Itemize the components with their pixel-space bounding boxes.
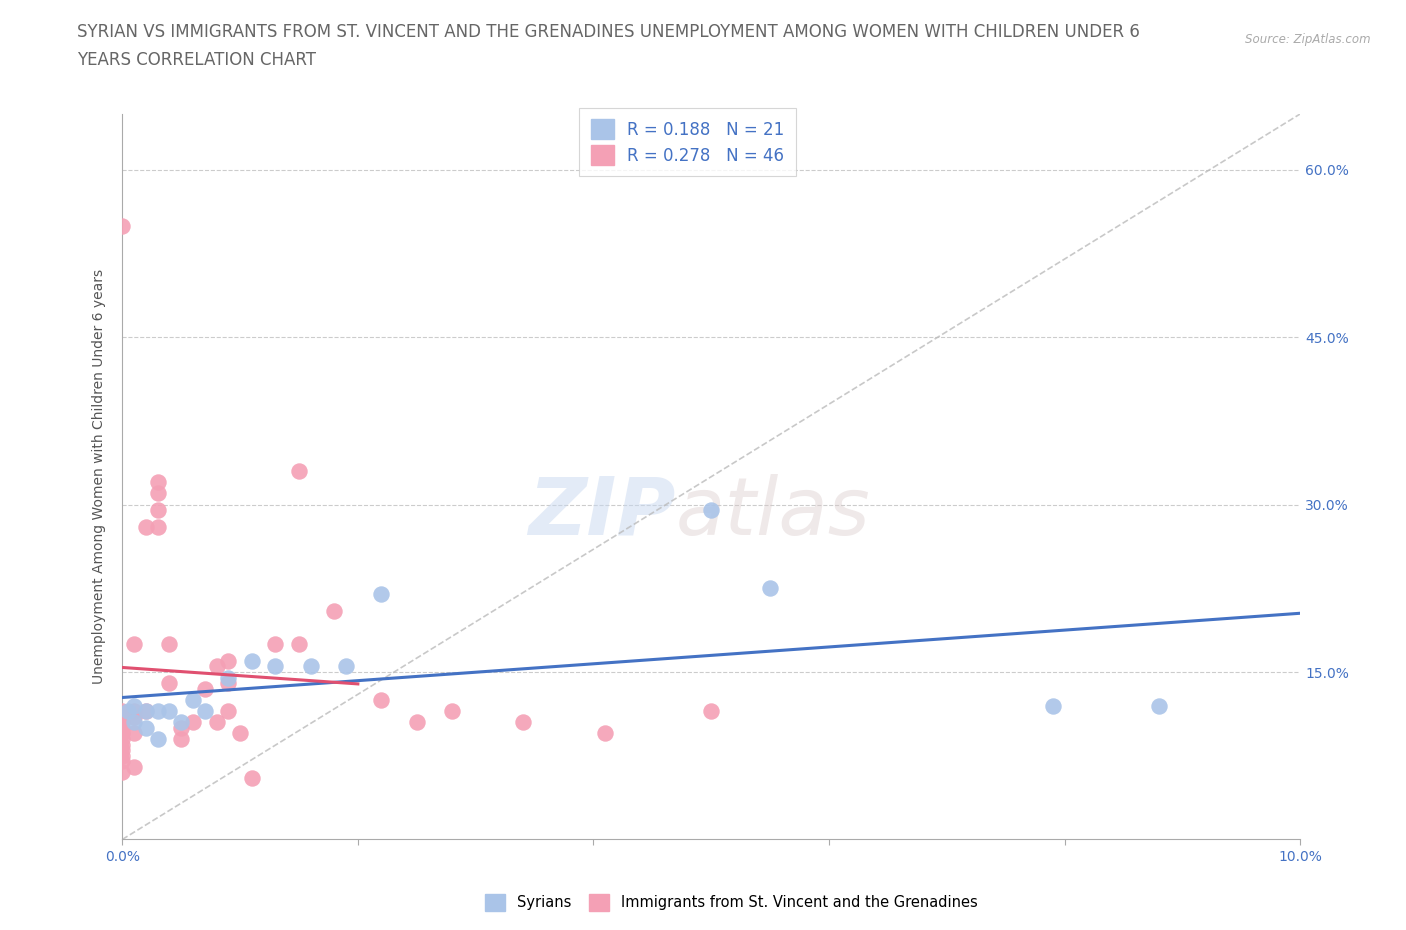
Point <box>111 765 134 780</box>
Point <box>405 715 427 730</box>
Point <box>240 654 263 669</box>
Point <box>111 726 134 741</box>
Point <box>146 503 169 518</box>
Point <box>135 721 157 736</box>
Point <box>117 704 139 719</box>
Point <box>111 737 134 752</box>
Point <box>146 704 169 719</box>
Text: atlas: atlas <box>676 474 870 552</box>
Text: Source: ZipAtlas.com: Source: ZipAtlas.com <box>1246 33 1371 46</box>
Point <box>111 732 134 747</box>
Point <box>157 637 180 652</box>
Point <box>217 704 239 719</box>
Point <box>299 659 322 674</box>
Point <box>111 710 134 724</box>
Point <box>323 604 346 618</box>
Point <box>441 704 464 719</box>
Point <box>122 715 145 730</box>
Legend: Syrians, Immigrants from St. Vincent and the Grenadines: Syrians, Immigrants from St. Vincent and… <box>478 886 984 918</box>
Point <box>205 715 228 730</box>
Point <box>122 698 145 713</box>
Point <box>170 721 193 736</box>
Point <box>111 704 134 719</box>
Point <box>135 704 157 719</box>
Point <box>111 219 134 233</box>
Point <box>194 682 217 697</box>
Point <box>512 715 534 730</box>
Text: YEARS CORRELATION CHART: YEARS CORRELATION CHART <box>77 51 316 69</box>
Point <box>122 710 145 724</box>
Point <box>217 671 239 685</box>
Point <box>111 721 134 736</box>
Point <box>146 475 169 490</box>
Point <box>111 715 134 730</box>
Point <box>759 581 782 596</box>
Point <box>593 726 616 741</box>
Point <box>217 654 239 669</box>
Point <box>111 743 134 758</box>
Point <box>135 520 157 535</box>
Point <box>111 754 134 769</box>
Point <box>700 704 723 719</box>
Point <box>240 771 263 786</box>
Point <box>1147 698 1170 713</box>
Point <box>146 486 169 501</box>
Point <box>135 704 157 719</box>
Text: ZIP: ZIP <box>529 474 676 552</box>
Point <box>157 704 180 719</box>
Point <box>205 659 228 674</box>
Point <box>181 693 204 708</box>
Point <box>264 637 287 652</box>
Point <box>335 659 357 674</box>
Y-axis label: Unemployment Among Women with Children Under 6 years: Unemployment Among Women with Children U… <box>93 269 107 684</box>
Point <box>700 503 723 518</box>
Point <box>181 715 204 730</box>
Point <box>288 464 311 479</box>
Point <box>146 732 169 747</box>
Point <box>264 659 287 674</box>
Point <box>122 704 145 719</box>
Point <box>157 676 180 691</box>
Point <box>217 676 239 691</box>
Point <box>122 637 145 652</box>
Point <box>229 726 252 741</box>
Point <box>170 715 193 730</box>
Point <box>122 726 145 741</box>
Point <box>370 587 392 602</box>
Point <box>122 760 145 775</box>
Point <box>194 704 217 719</box>
Text: SYRIAN VS IMMIGRANTS FROM ST. VINCENT AND THE GRENADINES UNEMPLOYMENT AMONG WOME: SYRIAN VS IMMIGRANTS FROM ST. VINCENT AN… <box>77 23 1140 41</box>
Point <box>288 637 311 652</box>
Point <box>146 520 169 535</box>
Legend: R = 0.188   N = 21, R = 0.278   N = 46: R = 0.188 N = 21, R = 0.278 N = 46 <box>579 108 796 177</box>
Point <box>370 693 392 708</box>
Point <box>111 749 134 764</box>
Point <box>170 732 193 747</box>
Point <box>1042 698 1064 713</box>
